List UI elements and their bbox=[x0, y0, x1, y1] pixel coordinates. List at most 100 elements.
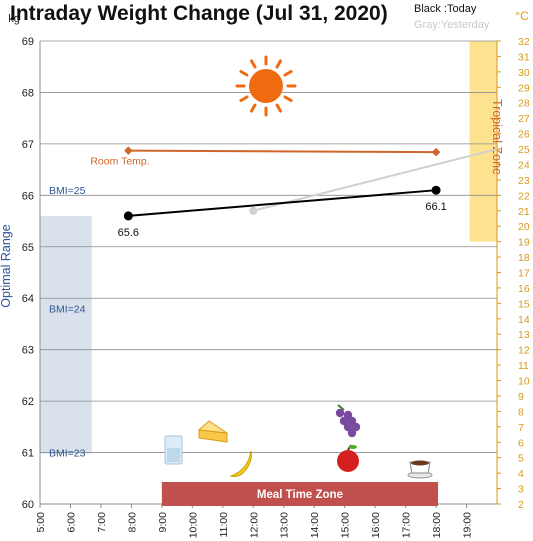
decorations: Meal Time Zone Optimal Range Tropical Zone bbox=[0, 55, 504, 506]
grape bbox=[347, 428, 357, 438]
x-tick-label: 8:00 bbox=[126, 512, 138, 533]
y-left-tick-label: 60 bbox=[22, 499, 34, 511]
y-right-tick-label: 29 bbox=[518, 82, 530, 94]
x-tick-label: 12:00 bbox=[248, 512, 260, 538]
sun-ray bbox=[275, 59, 282, 69]
y-right-tick-label: 6 bbox=[518, 437, 524, 449]
y-right-tick-label: 8 bbox=[518, 406, 524, 418]
y-left-tick-label: 62 bbox=[22, 396, 34, 408]
y-right-unit: °C bbox=[515, 9, 529, 23]
cheese-top bbox=[197, 420, 228, 434]
y-right-tick-label: 17 bbox=[518, 268, 530, 280]
y-right-tick-label: 20 bbox=[518, 221, 530, 233]
y-right-tick-label: 27 bbox=[518, 113, 530, 125]
meal-time-zone-bar bbox=[161, 482, 439, 506]
y-right-tick-label: 7 bbox=[518, 422, 524, 434]
y-left-tick-label: 64 bbox=[22, 293, 34, 305]
series bbox=[123, 146, 498, 221]
x-tick-label: 17:00 bbox=[401, 512, 413, 538]
y-left-tick-label: 61 bbox=[22, 448, 34, 460]
sun-ray bbox=[275, 103, 282, 113]
sun-ray bbox=[283, 95, 293, 102]
yesterday-line bbox=[253, 148, 498, 212]
x-tick-label: 19:00 bbox=[462, 512, 474, 538]
background-bands bbox=[40, 41, 497, 454]
y-right-tick-label: 9 bbox=[518, 391, 524, 403]
y-right-tick-label: 10 bbox=[518, 376, 530, 388]
y-left-tick-label: 69 bbox=[22, 36, 34, 48]
legend-today: Black :Today bbox=[414, 3, 477, 15]
sun-icon bbox=[249, 69, 283, 103]
grape bbox=[339, 416, 349, 426]
y-right-tick-label: 21 bbox=[518, 206, 530, 218]
apple-icon bbox=[337, 450, 359, 472]
y-right-tick-label: 18 bbox=[518, 252, 530, 264]
sun-ray bbox=[239, 95, 249, 102]
y-right-tick-label: 3 bbox=[518, 484, 524, 496]
room-temp-point bbox=[124, 146, 133, 155]
y-right-tick-label: 30 bbox=[518, 67, 530, 79]
x-tick-label: 13:00 bbox=[279, 512, 291, 538]
y-right-tick-label: 4 bbox=[518, 468, 524, 480]
bmi-label: BMI=23 bbox=[49, 448, 86, 460]
today-line bbox=[128, 189, 437, 217]
today-data-label: 65.6 bbox=[118, 227, 139, 239]
bmi-label: BMI=25 bbox=[49, 185, 86, 197]
y-right-tick-label: 19 bbox=[518, 237, 530, 249]
today-data-label: 66.1 bbox=[425, 201, 446, 213]
grid bbox=[40, 40, 497, 505]
y-right-tick-label: 26 bbox=[518, 129, 530, 141]
coffee-surface bbox=[411, 460, 429, 466]
x-tick-label: 7:00 bbox=[96, 512, 108, 533]
bmi-label: BMI=24 bbox=[49, 304, 86, 316]
x-tick-label: 9:00 bbox=[157, 512, 169, 533]
today-point bbox=[123, 211, 133, 221]
y-left-tick-label: 68 bbox=[22, 87, 34, 99]
y-right-tick-label: 31 bbox=[518, 51, 530, 63]
y-right-tick-label: 13 bbox=[518, 329, 530, 341]
y-right-tick-label: 23 bbox=[518, 175, 530, 187]
y-right-tick-label: 22 bbox=[518, 190, 530, 202]
grapes-stem bbox=[337, 404, 345, 411]
legend-yesterday: Gray:Yesterday bbox=[414, 19, 490, 31]
y-right-tick-label: 14 bbox=[518, 314, 530, 326]
y-right-tick-label: 25 bbox=[518, 144, 530, 156]
grape bbox=[343, 410, 353, 420]
grape bbox=[347, 416, 357, 426]
x-tick-label: 18:00 bbox=[431, 512, 443, 538]
y-left-tick-label: 65 bbox=[22, 242, 34, 254]
tropical-zone-band bbox=[469, 41, 497, 242]
x-tick-label: 14:00 bbox=[309, 512, 321, 538]
y-right-tick-label: 12 bbox=[518, 345, 530, 357]
x-tick-label: 10:00 bbox=[187, 512, 199, 538]
sun-ray bbox=[250, 103, 257, 113]
x-tick-label: 11:00 bbox=[218, 512, 230, 538]
x-tick-label: 5:00 bbox=[35, 512, 47, 533]
y-right-tick-label: 15 bbox=[518, 298, 530, 310]
y-left-unit: kg bbox=[8, 13, 20, 25]
water-level bbox=[167, 448, 180, 462]
room-temp-line bbox=[128, 149, 437, 154]
labels: BMI=25 BMI=24 BMI=23 Room Temp. 65.6 66.1 bbox=[49, 156, 447, 460]
grape bbox=[343, 422, 353, 432]
grape bbox=[351, 422, 361, 432]
y-right-tick-label: 11 bbox=[518, 360, 529, 372]
y-right-tick-label: 2 bbox=[518, 499, 524, 511]
optimal-range-band bbox=[40, 215, 92, 454]
chart-title: Intraday Weight Change (Jul 31, 2020) bbox=[10, 2, 388, 25]
room-temp-label: Room Temp. bbox=[90, 156, 149, 168]
x-tick-label: 16:00 bbox=[370, 512, 382, 538]
yesterday-point bbox=[249, 206, 258, 215]
y-right-tick-label: 5 bbox=[518, 453, 524, 465]
y-left-tick-label: 66 bbox=[22, 190, 34, 202]
sun-ray bbox=[250, 59, 257, 69]
grape bbox=[335, 408, 345, 418]
x-tick-label: 6:00 bbox=[65, 512, 77, 533]
optimal-range-label: Optimal Range bbox=[0, 224, 13, 307]
y-right-tick-label: 28 bbox=[518, 98, 530, 110]
apple-leaf bbox=[349, 445, 357, 449]
y-right-tick-label: 32 bbox=[518, 36, 530, 48]
today-point bbox=[431, 185, 441, 195]
tropical-zone-label: Tropical Zone bbox=[490, 99, 504, 175]
